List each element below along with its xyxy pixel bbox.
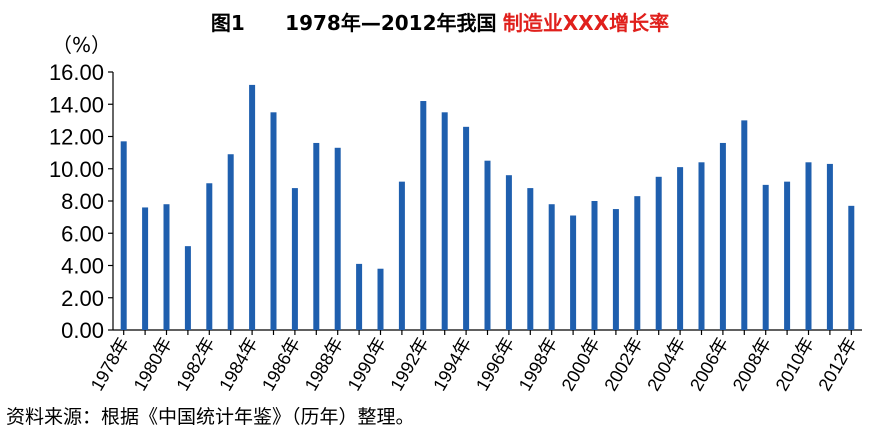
y-tick-label: 10.00 [49,157,104,182]
y-tick-label: 6.00 [61,221,104,246]
y-axis-ticks: 0.00 2.00 4.00 6.00 8.00 10.00 12.00 14.00 16.00 [49,60,113,343]
bar [377,268,384,330]
bar [270,112,277,330]
bar [784,181,791,330]
x-tick-label: 2006年 [686,334,732,394]
bar [848,205,855,330]
y-tick-label: 2.00 [61,286,104,311]
bar [356,263,363,330]
x-axis-ticks: 1978年1980年1982年1984年1986年1988年1990年1992年… [87,330,861,394]
svg-text:图1 1978年—2012年我国 制: 图1 1978年—2012年我国 制造业XXX增长率 [211,11,669,35]
x-tick-label: 1986年 [258,334,304,394]
y-tick-label: 14.00 [49,92,104,117]
x-tick-label: 2010年 [772,334,818,394]
bar [142,207,149,330]
x-tick-label: 1992年 [386,334,432,394]
bar [120,141,127,330]
chart-title-highlight: 制造业XXX增长率 [503,11,669,35]
bar [762,184,769,330]
bar [463,126,470,330]
chart-title: 图1 1978年—2012年我国 制造业XXX增长率 [211,11,669,35]
bar [441,112,448,330]
x-tick-label: 2008年 [729,334,775,394]
bar [249,84,256,331]
y-tick-label: 8.00 [61,189,104,214]
x-tick-label: 2000年 [558,334,604,394]
x-tick-label: 1990年 [344,334,390,394]
bar [570,215,577,330]
bar [677,167,684,330]
x-tick-label: 2012年 [814,334,860,394]
bar [334,147,341,330]
bar-series [120,84,855,331]
y-axis-unit-label: （%） [52,33,111,57]
bar [398,181,405,330]
bar [505,175,512,330]
bar [698,162,705,330]
bar [206,183,213,330]
bar [291,188,298,330]
x-tick-label: 1994年 [429,334,475,394]
bar [805,162,812,330]
bar [719,142,726,330]
x-tick-label: 1984年 [215,334,261,394]
bar [591,201,598,330]
y-tick-label: 12.00 [49,125,104,150]
bar [548,204,555,330]
chart-title-prefix: 图1 [211,11,245,35]
bar [634,196,641,330]
y-tick-label: 0.00 [61,318,104,343]
bar [826,163,833,330]
chart-title-years: 1978年—2012年我国 [285,11,496,35]
y-tick-label: 16.00 [49,60,104,85]
bar [227,154,234,330]
x-tick-label: 1996年 [472,334,518,394]
x-tick-label: 1980年 [130,334,176,394]
x-tick-label: 1998年 [515,334,561,394]
x-tick-label: 2004年 [643,334,689,394]
bar [420,101,427,331]
source-note: 资料来源：根据《中国统计年鉴》（历年）整理。 [6,406,415,428]
x-tick-label: 1978年 [87,334,133,394]
x-tick-label: 1988年 [301,334,347,394]
bar [484,160,491,330]
y-tick-label: 4.00 [61,254,104,279]
bar [163,204,170,330]
x-tick-label: 1982年 [172,334,218,394]
bar [655,176,662,330]
bar [184,246,191,330]
bar [313,142,320,330]
bar [612,209,619,330]
bar [527,188,534,330]
bar [741,120,748,330]
x-tick-label: 2002年 [600,334,646,394]
